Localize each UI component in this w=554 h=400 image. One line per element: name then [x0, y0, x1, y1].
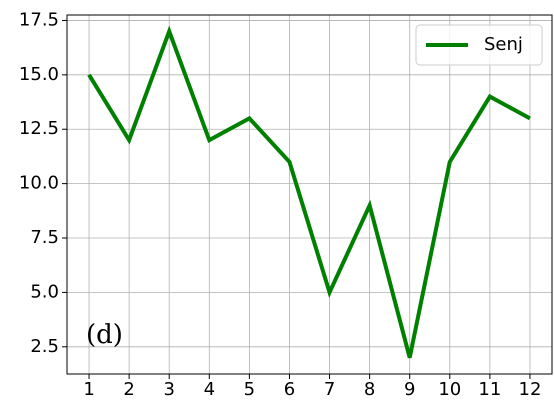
- x-tick-label: 8: [364, 379, 375, 400]
- line: [87, 25, 531, 359]
- x-tick-label: 1: [83, 379, 94, 400]
- x-tick-label: 2: [123, 379, 134, 400]
- x-tick-label: 3: [163, 379, 174, 400]
- y-tick-label: 12.5: [19, 118, 59, 139]
- y-tick-label: 15.0: [19, 64, 59, 85]
- x-tick-label: 4: [204, 379, 215, 400]
- plot-frame: [66, 14, 553, 375]
- x-tick-label: 6: [284, 379, 295, 400]
- x-tick-label: 9: [404, 379, 415, 400]
- annotation: (d): [86, 320, 123, 350]
- y-tick-label: 17.5: [19, 9, 59, 30]
- y-tick-label: 10.0: [19, 173, 59, 194]
- x-tick-label: 11: [478, 379, 501, 400]
- x-tick-label: 10: [438, 379, 461, 400]
- legend-box: [415, 24, 543, 66]
- y-tick-label: 2.5: [30, 336, 59, 357]
- x-tick-label: 12: [519, 379, 542, 400]
- x-tick-label: 5: [244, 379, 255, 400]
- y-tick-label: 7.5: [30, 227, 59, 248]
- x-tick-label: 7: [324, 379, 335, 400]
- y-tick-label: 5.0: [30, 281, 59, 302]
- legend-label: Senj: [484, 34, 523, 55]
